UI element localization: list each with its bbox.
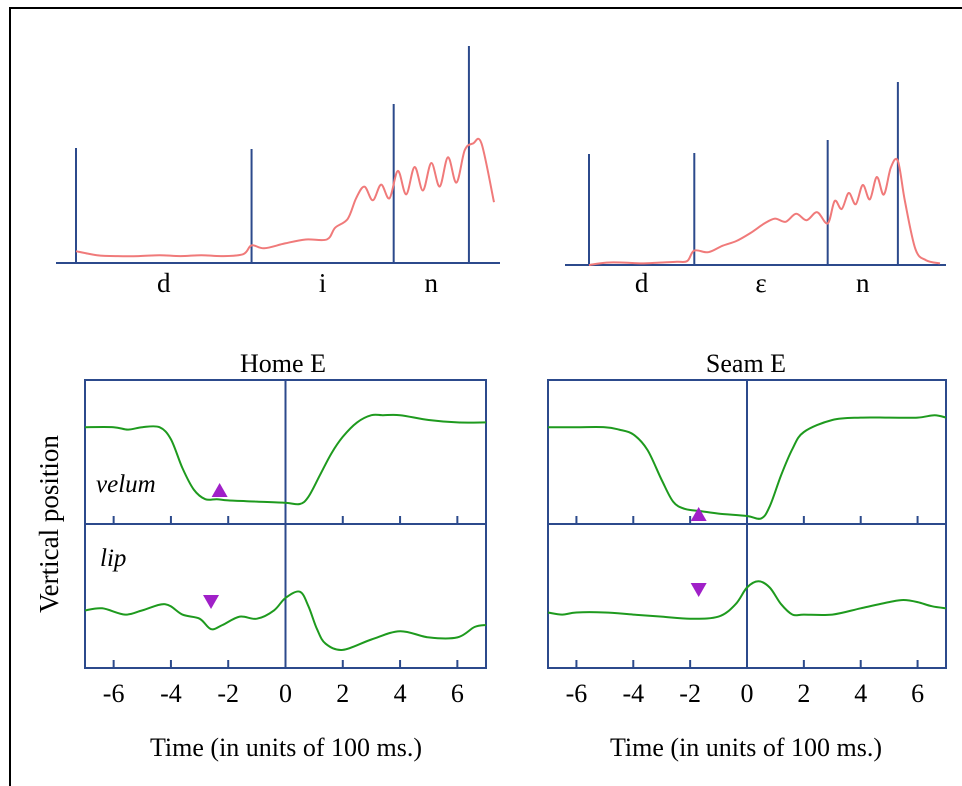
- x-tick-label: 0: [741, 679, 754, 708]
- articulation-right-panel: -6 -4 -2 0 2 4 6: [547, 379, 947, 708]
- x-tick-label: -6: [103, 679, 125, 708]
- x-tick-label: 2: [797, 679, 810, 708]
- x-tick-label: 6: [911, 679, 924, 708]
- x-tick-label: -4: [160, 679, 182, 708]
- velum-trace: [548, 414, 947, 520]
- x-tick-label: -6: [566, 679, 588, 708]
- velum-marker-up: [211, 483, 228, 497]
- outer-frame: [9, 7, 962, 786]
- segment-label: d: [157, 268, 171, 298]
- y-axis-label: Vertical position: [34, 435, 64, 613]
- series-label-velum: velum: [96, 471, 156, 498]
- x-tick-label: 2: [336, 679, 349, 708]
- x-tick-label: -2: [217, 679, 239, 708]
- articulation-left-panel: -6 -4 -2 0 2 4 6: [84, 379, 487, 708]
- lip-trace: [84, 590, 487, 651]
- x-tick-label: -4: [622, 679, 644, 708]
- x-tick-label: 4: [854, 679, 867, 708]
- segment-label: n: [425, 268, 439, 298]
- lip-marker-down: [690, 583, 707, 597]
- velum-marker-up: [690, 507, 707, 521]
- x-axis-label-left: Time (in units of 100 ms.): [150, 733, 422, 762]
- segment-label: n: [856, 268, 870, 298]
- audio-envelope-line: [588, 157, 941, 266]
- lip-marker-down: [203, 595, 220, 609]
- audio-envelope-line: [75, 137, 495, 258]
- panel-title-right: Seam E: [706, 349, 786, 378]
- x-tick-label: -2: [679, 679, 701, 708]
- segment-label: i: [319, 268, 327, 298]
- segment-label: ε: [755, 268, 766, 298]
- series-label-lip: lip: [100, 545, 126, 572]
- x-tick-label: 0: [279, 679, 292, 708]
- lip-trace: [547, 580, 947, 620]
- x-tick-label: 4: [394, 679, 407, 708]
- x-tick-label: 6: [451, 679, 464, 708]
- velum-trace: [84, 413, 487, 506]
- segment-label: d: [635, 268, 649, 298]
- x-axis-label-right: Time (in units of 100 ms.): [610, 733, 882, 762]
- panel-title-left: Home E: [240, 349, 326, 378]
